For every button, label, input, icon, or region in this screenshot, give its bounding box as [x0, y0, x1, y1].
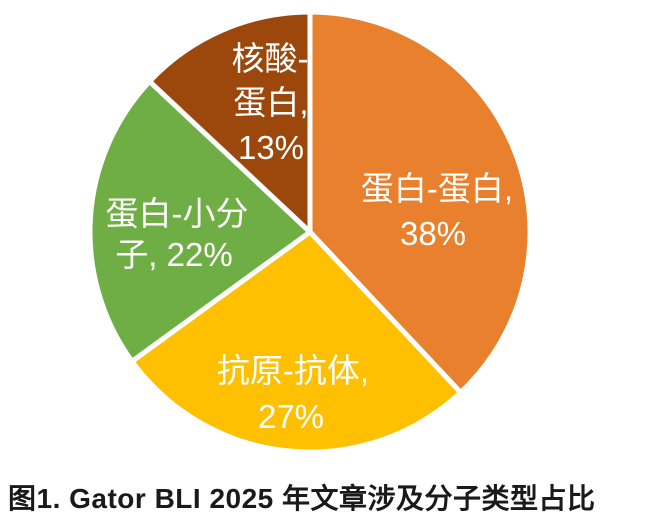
slice-label-nucleic-acid-protein-line2: 蛋白,	[233, 84, 308, 121]
pie-slice-protein-small-molecule	[87, 78, 313, 364]
pie-slice-protein-protein	[307, 9, 533, 395]
slice-label-protein-protein-line2: 38%	[400, 215, 466, 252]
pie-chart: 蛋白-蛋白, 38% 抗原-抗体, 27% 蛋白-小分 子, 22% 核酸- 蛋…	[87, 9, 533, 455]
slice-label-antigen-antibody-line1: 抗原-抗体,	[217, 352, 369, 389]
pie-slice-antigen-antibody	[129, 229, 464, 455]
slice-label-protein-small-molecule-line2: 子, 22%	[115, 236, 232, 273]
slice-label-protein-small-molecule-line1: 蛋白-小分	[106, 195, 249, 232]
slice-label-antigen-antibody-line2: 27%	[258, 398, 324, 435]
slice-label-protein-protein-line1: 蛋白-蛋白,	[361, 170, 513, 207]
slice-label-nucleic-acid-protein-line3: 13%	[238, 129, 304, 166]
pie-slice-nucleic-acid-protein	[147, 9, 313, 235]
slice-label-nucleic-acid-protein-line1: 核酸-	[232, 40, 309, 77]
figure-caption: 图1. Gator BLI 2025 年文章涉及分子类型占比	[8, 483, 596, 514]
